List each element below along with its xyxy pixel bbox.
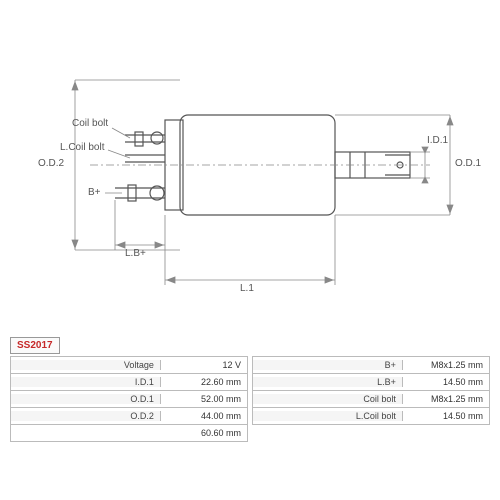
spec-value: 60.60 mm — [161, 428, 247, 438]
spec-col-right: B+M8x1.25 mm L.B+14.50 mm Coil boltM8x1.… — [252, 356, 490, 441]
spec-value: M8x1.25 mm — [403, 394, 489, 404]
spec-value: 22.60 mm — [161, 377, 247, 387]
spec-table: Voltage12 V I.D.122.60 mm O.D.152.00 mm … — [10, 356, 490, 441]
spec-row: L.B+14.50 mm — [252, 373, 490, 391]
label-l1: L.1 — [240, 283, 254, 294]
spec-label: O.D.2 — [11, 411, 161, 421]
label-id1: I.D.1 — [427, 135, 448, 146]
spec-value: 52.00 mm — [161, 394, 247, 404]
label-l-coil-bolt: L.Coil bolt — [60, 142, 104, 153]
spec-value: 14.50 mm — [403, 411, 489, 421]
spec-row: Coil boltM8x1.25 mm — [252, 390, 490, 408]
spec-row: O.D.244.00 mm — [10, 407, 248, 425]
spec-label: Coil bolt — [253, 394, 403, 404]
part-id: SS2017 — [10, 337, 60, 354]
spec-row: 60.60 mm — [10, 424, 248, 442]
label-coil-bolt: Coil bolt — [72, 118, 108, 129]
spec-row: O.D.152.00 mm — [10, 390, 248, 408]
label-b-plus: B+ — [88, 187, 101, 198]
label-od1: O.D.1 — [455, 158, 481, 169]
spec-label: B+ — [253, 360, 403, 370]
spec-col-left: Voltage12 V I.D.122.60 mm O.D.152.00 mm … — [10, 356, 248, 441]
spec-row: B+M8x1.25 mm — [252, 356, 490, 374]
spec-label: O.D.1 — [11, 394, 161, 404]
spec-label: L.Coil bolt — [253, 411, 403, 421]
label-lb-plus: L.B+ — [125, 248, 146, 259]
spec-value: 44.00 mm — [161, 411, 247, 421]
spec-label: I.D.1 — [11, 377, 161, 387]
spec-row: I.D.122.60 mm — [10, 373, 248, 391]
spec-row: L.Coil bolt14.50 mm — [252, 407, 490, 425]
spec-value: 12 V — [161, 360, 247, 370]
technical-drawing: O.D.2 O.D.1 I.D.1 Coil bolt L.Coil bolt … — [30, 20, 470, 320]
spec-label: Voltage — [11, 360, 161, 370]
spec-label: L.B+ — [253, 377, 403, 387]
label-od2: O.D.2 — [38, 158, 64, 169]
spec-value: 14.50 mm — [403, 377, 489, 387]
spec-row: Voltage12 V — [10, 356, 248, 374]
spec-table-section: SS2017 Voltage12 V I.D.122.60 mm O.D.152… — [10, 335, 490, 441]
spec-value: M8x1.25 mm — [403, 360, 489, 370]
